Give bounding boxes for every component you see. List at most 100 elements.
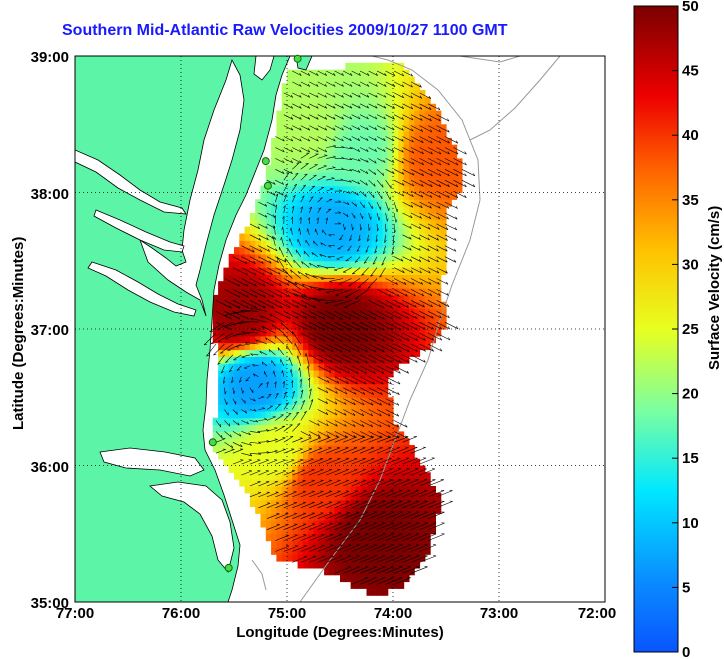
velocity-cell xyxy=(318,329,325,337)
velocity-cell xyxy=(398,213,405,221)
arrow-head xyxy=(384,240,387,243)
current-vector xyxy=(224,420,231,427)
arrow-head xyxy=(299,378,302,382)
velocity-cell xyxy=(361,131,368,139)
velocity-cell xyxy=(419,479,426,487)
current-vector xyxy=(266,416,276,421)
arrow-head xyxy=(308,433,312,437)
velocity-cell xyxy=(249,404,256,412)
arrow-head xyxy=(379,413,382,417)
velocity-cell xyxy=(276,301,283,310)
velocity-cell xyxy=(271,281,277,289)
velocity-cell xyxy=(366,185,373,194)
current-vector xyxy=(347,245,352,251)
velocity-cell xyxy=(398,117,405,125)
velocity-cell xyxy=(387,178,394,187)
current-vector xyxy=(368,398,382,406)
arrow-head xyxy=(445,259,448,263)
current-vector xyxy=(427,511,445,519)
velocity-cell xyxy=(324,370,330,378)
velocity-cell xyxy=(382,574,389,583)
velocity-cell xyxy=(218,294,224,303)
current-vector xyxy=(232,267,248,276)
current-vector xyxy=(368,300,385,309)
velocity-cell xyxy=(334,260,341,269)
velocity-cell xyxy=(387,226,394,234)
velocity-cell xyxy=(249,486,256,494)
current-vector xyxy=(351,114,361,120)
velocity-cell xyxy=(398,472,405,480)
current-vector xyxy=(351,420,365,427)
velocity-cell xyxy=(355,438,362,446)
arrow-head xyxy=(322,316,326,320)
velocity-cell xyxy=(340,288,346,296)
current-vector xyxy=(280,359,285,367)
velocity-cell xyxy=(424,165,431,173)
current-vector xyxy=(402,300,417,308)
current-vector xyxy=(334,343,351,353)
velocity-cell xyxy=(414,533,421,542)
velocity-cell xyxy=(234,370,240,378)
arrow-head xyxy=(357,138,361,141)
velocity-cell xyxy=(318,404,325,412)
velocity-cell xyxy=(281,410,288,419)
arrow-head xyxy=(438,118,441,122)
arrow-head xyxy=(316,300,320,303)
current-vector xyxy=(206,343,217,357)
arrow-head xyxy=(447,315,450,319)
velocity-cell xyxy=(366,472,373,480)
current-vector xyxy=(326,420,338,427)
velocity-cell xyxy=(276,158,283,166)
velocity-cell xyxy=(366,329,373,337)
arrow-head xyxy=(415,348,418,352)
current-vector xyxy=(402,92,413,99)
current-vector xyxy=(393,544,411,552)
arrow-head xyxy=(233,390,236,394)
velocity-cell xyxy=(276,226,283,234)
velocity-cell xyxy=(340,445,346,453)
arrow-head xyxy=(358,105,361,109)
velocity-cell xyxy=(324,260,330,269)
current-vector xyxy=(351,103,361,109)
velocity-cell xyxy=(329,390,336,398)
current-vector xyxy=(326,103,336,109)
arrow-head xyxy=(280,237,282,241)
current-vector xyxy=(283,491,297,498)
velocity-cell xyxy=(424,131,431,139)
arrow-head xyxy=(290,269,292,273)
velocity-cell xyxy=(260,260,267,269)
current-vector xyxy=(215,300,232,309)
current-vector xyxy=(317,447,332,454)
velocity-cell xyxy=(366,465,373,473)
arrow-head xyxy=(274,204,278,208)
velocity-cell xyxy=(292,199,299,207)
current-vector xyxy=(359,420,373,428)
arrow-head xyxy=(229,327,232,331)
velocity-cell xyxy=(340,397,346,405)
arrow-head xyxy=(419,270,422,274)
current-vector xyxy=(393,511,411,519)
velocity-cell xyxy=(440,144,447,153)
velocity-cell xyxy=(313,376,320,385)
velocity-cell xyxy=(355,267,362,275)
current-vector xyxy=(359,147,369,152)
velocity-cell xyxy=(308,376,315,385)
velocity-cell xyxy=(287,547,293,555)
velocity-cell xyxy=(329,479,336,487)
arrow-head xyxy=(420,117,423,121)
velocity-cell xyxy=(334,472,341,480)
velocity-cell xyxy=(228,288,235,296)
velocity-cell xyxy=(377,574,383,583)
velocity-cell xyxy=(366,526,373,535)
velocity-cell xyxy=(355,158,362,166)
current-vector xyxy=(317,217,319,224)
velocity-cell xyxy=(382,581,389,589)
current-vector xyxy=(241,310,259,312)
arrow-head xyxy=(409,225,412,229)
velocity-cell xyxy=(355,383,362,391)
arrow-head xyxy=(317,423,320,426)
velocity-cell xyxy=(340,253,346,262)
current-vector xyxy=(326,431,339,438)
velocity-cell xyxy=(297,458,304,467)
velocity-cell xyxy=(287,281,293,289)
